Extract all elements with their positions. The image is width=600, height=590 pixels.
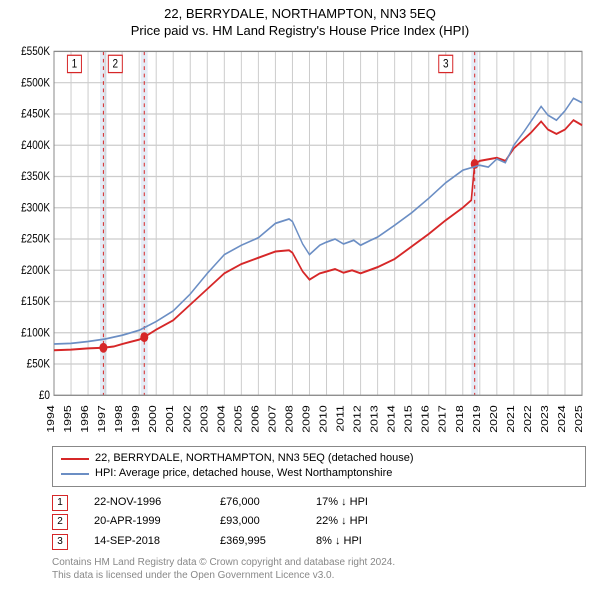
- svg-text:£500K: £500K: [21, 76, 50, 89]
- legend-swatch: [61, 473, 89, 475]
- svg-text:1997: 1997: [97, 405, 108, 432]
- transactions-table: 1 22-NOV-1996 £76,000 17% ↓ HPI 2 20-APR-1999…: [52, 493, 586, 552]
- svg-text:£100K: £100K: [21, 327, 50, 340]
- svg-text:£550K: £550K: [21, 45, 50, 58]
- svg-text:£0: £0: [39, 389, 50, 402]
- transaction-badge: 1: [52, 495, 68, 511]
- svg-text:2001: 2001: [165, 405, 176, 432]
- svg-text:2008: 2008: [284, 405, 295, 432]
- transaction-row: 3 14-SEP-2018 £369,995 8% ↓ HPI: [52, 532, 586, 552]
- svg-text:2020: 2020: [489, 405, 500, 432]
- sale-marker: [99, 343, 107, 353]
- legend-swatch: [61, 458, 89, 460]
- attribution-copyright: Contains HM Land Registry data © Crown c…: [52, 556, 586, 569]
- line-chart: £0 £50K £100K £150K £200K £250K £300K £350K £400…: [12, 44, 588, 440]
- chart-area: £0 £50K £100K £150K £200K £250K £300K £350K £400…: [12, 44, 588, 440]
- svg-text:1995: 1995: [63, 405, 74, 432]
- attribution: Contains HM Land Registry data © Crown c…: [52, 556, 586, 582]
- transaction-diff: 17% ↓ HPI: [316, 493, 406, 513]
- svg-text:£300K: £300K: [21, 202, 50, 215]
- svg-text:£400K: £400K: [21, 139, 50, 152]
- svg-text:2025: 2025: [574, 405, 585, 432]
- svg-text:1: 1: [72, 58, 78, 71]
- legend-row: 22, BERRYDALE, NORTHAMPTON, NN3 5EQ (det…: [61, 451, 577, 466]
- svg-text:2012: 2012: [353, 405, 364, 432]
- transaction-diff: 8% ↓ HPI: [316, 532, 406, 552]
- svg-text:2022: 2022: [523, 405, 534, 432]
- transaction-row: 1 22-NOV-1996 £76,000 17% ↓ HPI: [52, 493, 586, 513]
- svg-text:£350K: £350K: [21, 170, 50, 183]
- svg-text:2024: 2024: [557, 405, 568, 432]
- sale-marker: [140, 332, 148, 342]
- transaction-badge: 3: [52, 534, 68, 550]
- title-address: 22, BERRYDALE, NORTHAMPTON, NN3 5EQ: [12, 6, 588, 21]
- svg-text:2011: 2011: [336, 405, 347, 432]
- svg-text:1994: 1994: [46, 405, 57, 432]
- svg-text:£250K: £250K: [21, 233, 50, 246]
- svg-text:1999: 1999: [131, 405, 142, 432]
- transaction-row: 2 20-APR-1999 £93,000 22% ↓ HPI: [52, 512, 586, 532]
- svg-text:2019: 2019: [472, 405, 483, 432]
- legend-row: HPI: Average price, detached house, West…: [61, 466, 577, 481]
- svg-text:£150K: £150K: [21, 295, 50, 308]
- legend-box: 22, BERRYDALE, NORTHAMPTON, NN3 5EQ (det…: [52, 446, 586, 487]
- legend-label: HPI: Average price, detached house, West…: [95, 466, 392, 481]
- svg-text:2018: 2018: [455, 405, 466, 432]
- svg-text:2005: 2005: [233, 405, 244, 432]
- svg-text:2017: 2017: [438, 405, 449, 432]
- svg-text:2000: 2000: [148, 405, 159, 432]
- svg-text:1998: 1998: [114, 405, 125, 432]
- svg-text:2021: 2021: [506, 405, 517, 432]
- svg-text:2004: 2004: [216, 405, 227, 432]
- chart-container: 22, BERRYDALE, NORTHAMPTON, NN3 5EQ Pric…: [0, 0, 600, 590]
- svg-text:2009: 2009: [301, 405, 312, 432]
- svg-text:£450K: £450K: [21, 108, 50, 121]
- transaction-badge: 2: [52, 514, 68, 530]
- svg-text:2010: 2010: [319, 405, 330, 432]
- svg-text:2016: 2016: [421, 405, 432, 432]
- transaction-date: 14-SEP-2018: [94, 532, 194, 552]
- svg-text:1996: 1996: [80, 405, 91, 432]
- svg-text:2013: 2013: [370, 405, 381, 432]
- svg-text:2007: 2007: [267, 405, 278, 432]
- legend-label: 22, BERRYDALE, NORTHAMPTON, NN3 5EQ (det…: [95, 451, 414, 466]
- svg-text:2003: 2003: [199, 405, 210, 432]
- svg-text:£50K: £50K: [27, 358, 51, 371]
- svg-text:£200K: £200K: [21, 264, 50, 277]
- svg-text:2014: 2014: [387, 405, 398, 432]
- attribution-licence: This data is licensed under the Open Gov…: [52, 569, 586, 582]
- titles: 22, BERRYDALE, NORTHAMPTON, NN3 5EQ Pric…: [12, 6, 588, 44]
- transaction-date: 20-APR-1999: [94, 512, 194, 532]
- transaction-date: 22-NOV-1996: [94, 493, 194, 513]
- transaction-diff: 22% ↓ HPI: [316, 512, 406, 532]
- svg-text:2002: 2002: [182, 405, 193, 432]
- title-subtitle: Price paid vs. HM Land Registry's House …: [12, 23, 588, 38]
- transaction-price: £369,995: [220, 532, 290, 552]
- svg-text:2006: 2006: [250, 405, 261, 432]
- svg-text:2: 2: [113, 58, 119, 71]
- transaction-price: £76,000: [220, 493, 290, 513]
- svg-text:2015: 2015: [404, 405, 415, 432]
- svg-text:3: 3: [443, 58, 449, 71]
- svg-text:2023: 2023: [540, 405, 551, 432]
- transaction-price: £93,000: [220, 512, 290, 532]
